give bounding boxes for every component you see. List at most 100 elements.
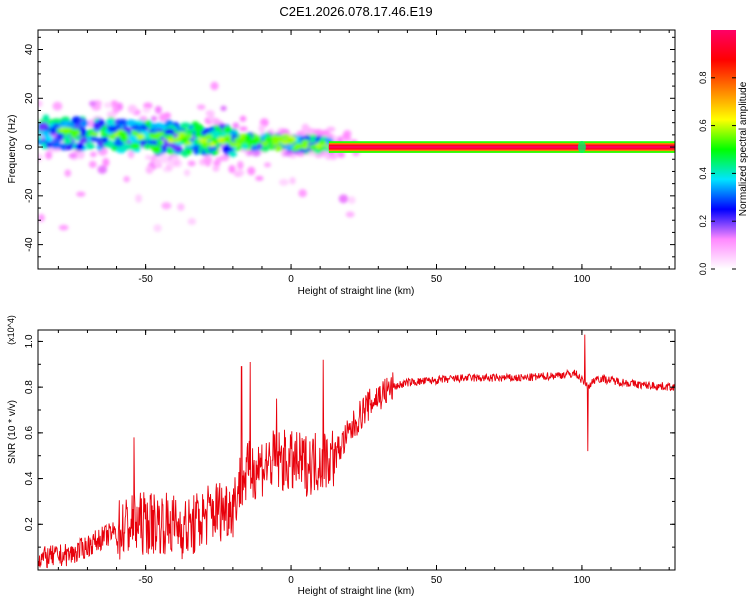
snr-panel: -50 0 50 100 0.2 0.4 0.6 0.8 1.0 (x10^4) Height … — [6, 315, 676, 597]
y-tick-label: -20 — [24, 188, 35, 203]
heatmap-cell — [88, 160, 97, 168]
heatmap-cell — [130, 142, 141, 150]
heatmap-cell — [119, 131, 128, 137]
figure-title: C2E1.2026.078.17.46.E19 — [279, 4, 432, 19]
heatmap-cell — [326, 126, 336, 132]
heatmap-cell — [237, 160, 244, 170]
heatmap-cell — [64, 169, 72, 177]
heatmap-cell — [153, 224, 162, 232]
x-tick-label: -50 — [138, 575, 153, 586]
heatmap-cell — [202, 141, 211, 147]
x-tick-label: 100 — [574, 575, 591, 586]
heatmap-cell — [239, 126, 248, 132]
x-tick-label: -50 — [138, 274, 153, 285]
burst-mark — [577, 141, 586, 154]
y-tick-label: 40 — [24, 44, 35, 56]
heatmap-cell — [144, 120, 151, 127]
y-tick-label: 0.4 — [24, 471, 35, 485]
heatmap-cell — [49, 126, 57, 136]
heatmap-cell — [79, 120, 89, 127]
colorbar-tick-label: 0.2 — [698, 215, 708, 228]
heatmap-cell — [318, 139, 327, 145]
heatmap-cell — [207, 144, 217, 152]
heatmap-cell — [62, 127, 71, 133]
heatmap-cell — [76, 191, 86, 197]
x-tick-label: 0 — [288, 274, 294, 285]
heatmap-cell — [271, 140, 280, 146]
y-tick-label: 1.0 — [24, 334, 35, 348]
heatmap-cell — [100, 132, 109, 138]
snr-x-label: Height of straight line (km) — [298, 586, 415, 597]
heatmap-cell — [159, 153, 169, 163]
heatmap-cell — [155, 131, 164, 137]
heatmap-cell — [298, 189, 307, 198]
heatmap-cell — [142, 107, 151, 113]
heatmap-cell — [232, 122, 240, 129]
heatmap-cell — [347, 196, 356, 204]
y-tick-label: 0.8 — [24, 380, 35, 394]
heatmap-cell — [135, 119, 145, 126]
heatmap-cell — [102, 135, 109, 144]
spectrogram-x-label: Height of straight line (km) — [298, 286, 415, 297]
heatmap-cell — [89, 100, 97, 107]
heatmap-cell — [154, 105, 162, 114]
colorbar-tick-label: 0.6 — [698, 119, 708, 132]
heatmap-cell — [151, 134, 160, 140]
heatmap-cell — [163, 112, 172, 119]
y-tick-label: -40 — [24, 237, 35, 252]
heatmap-cell — [161, 202, 172, 210]
colorbar: 0.0 0.2 0.4 0.6 0.8 Normalized spectral ampl… — [698, 30, 749, 275]
heatmap-cell — [337, 151, 346, 158]
heatmap-cell — [244, 133, 252, 143]
heatmap-cell — [68, 152, 78, 159]
heatmap-cell — [170, 155, 180, 163]
heatmap-cell — [42, 114, 50, 122]
heatmap-cell — [228, 165, 236, 174]
heatmap-cell — [249, 138, 260, 146]
spectrogram-panel: -50 0 50 100 -40 -20 0 20 40 Height of straight … — [7, 29, 676, 297]
x-tick-label: 50 — [431, 274, 443, 285]
x-tick-label: 50 — [431, 575, 443, 586]
x-tick-label: 0 — [288, 575, 294, 586]
heatmap-cell — [233, 137, 242, 143]
heatmap-cell — [41, 130, 50, 138]
heatmap-cell — [135, 194, 143, 203]
heatmap-cell — [102, 157, 110, 167]
heatmap-cell — [234, 169, 245, 176]
heatmap-cell — [187, 218, 197, 225]
heatmap-cell — [52, 101, 63, 111]
spectrogram-y-label: Frequency (Hz) — [7, 115, 18, 184]
heatmap-cell — [220, 105, 227, 112]
heatmap-cell — [204, 134, 213, 140]
heatmap-blob-layer — [38, 81, 361, 232]
heatmap-cell — [156, 140, 164, 146]
heatmap-cell — [247, 166, 256, 176]
snr-frame — [37, 329, 676, 571]
y-tick-label: 20 — [24, 92, 35, 104]
heatmap-cell — [345, 211, 355, 218]
heatmap-cell — [136, 134, 145, 140]
heatmap-cell — [52, 122, 60, 129]
heatmap-cell — [139, 139, 147, 146]
heatmap-cell — [196, 104, 206, 110]
heatmap-cell — [90, 135, 98, 143]
heatmap-cell — [89, 151, 97, 158]
y-tick-label: 0.6 — [24, 425, 35, 439]
heatmap-cell — [281, 140, 290, 146]
continuous-band-layer — [328, 145, 675, 149]
heatmap-cell — [131, 130, 140, 136]
heatmap-marks — [38, 81, 675, 232]
heatmap-cell — [255, 175, 264, 181]
heatmap-cell — [241, 143, 249, 151]
heatmap-cell — [61, 116, 70, 122]
heatmap-cell — [71, 128, 80, 134]
heatmap-cell — [107, 134, 116, 140]
heatmap-cell — [204, 159, 211, 167]
heatmap-cell — [86, 141, 95, 150]
spectrogram-ticks: -50 0 50 100 -40 -20 0 20 40 — [24, 30, 675, 285]
heatmap-cell — [107, 125, 117, 133]
heatmap-cell — [193, 145, 200, 155]
heatmap-cell — [301, 139, 310, 145]
colorbar-label: Normalized spectral amplitude — [738, 81, 749, 216]
